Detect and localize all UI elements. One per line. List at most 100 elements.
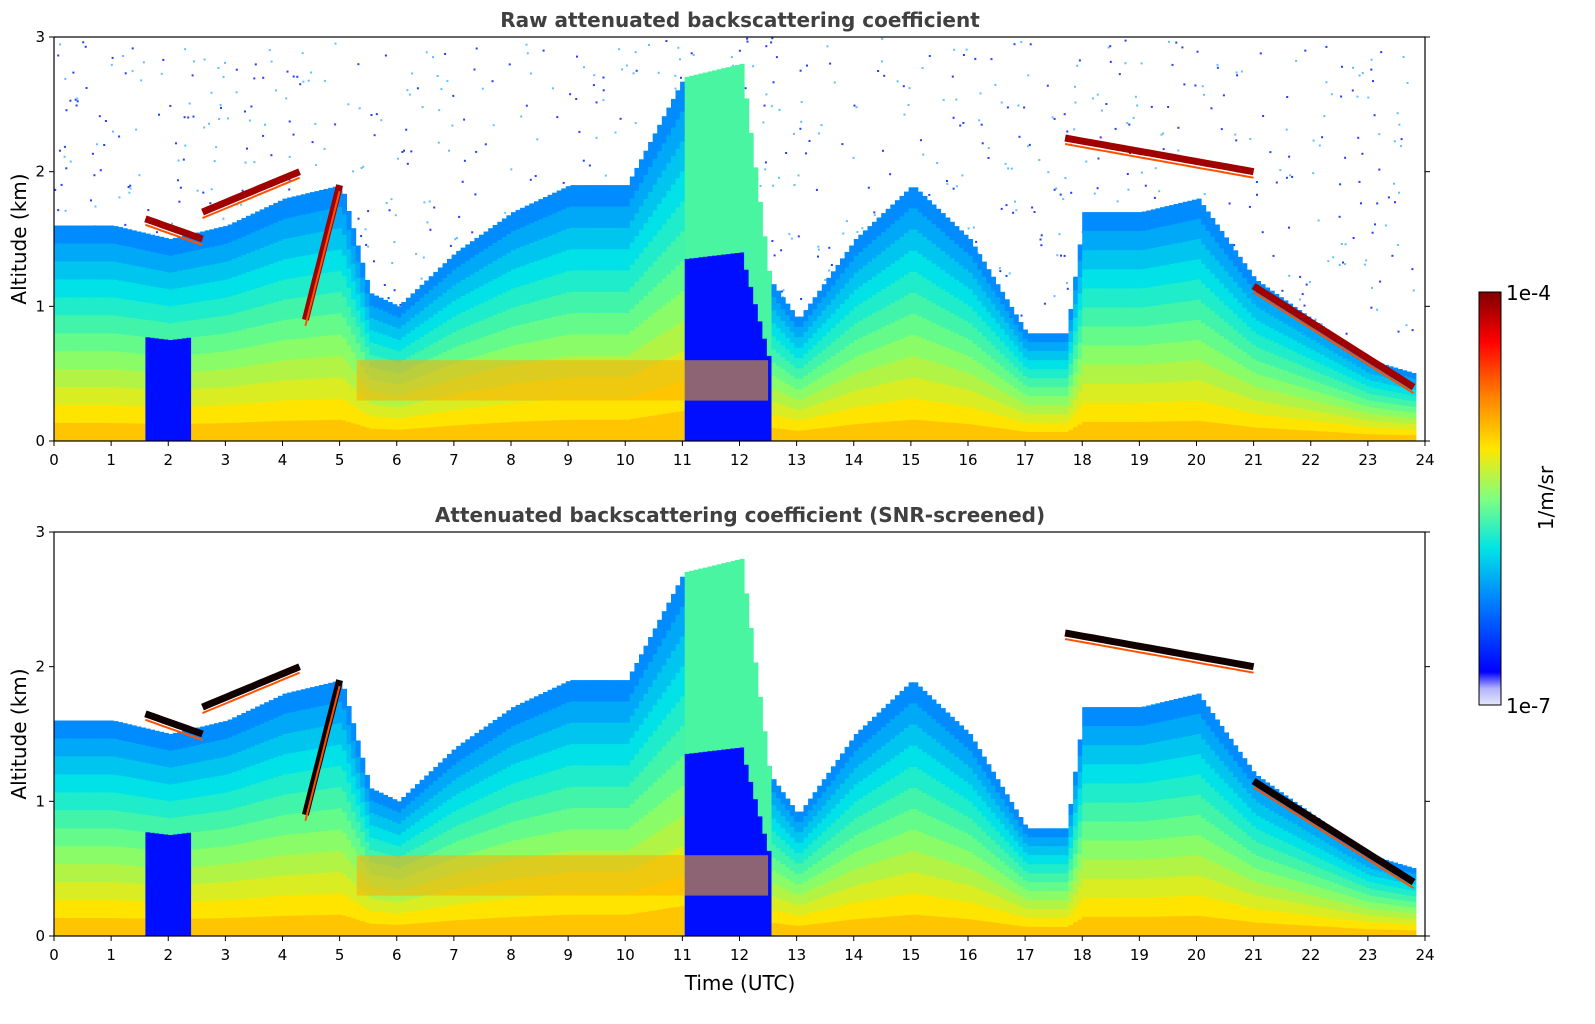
noise-pixel (974, 58, 976, 60)
heatmap-cell (552, 275, 557, 296)
heatmap-cell (822, 297, 827, 311)
noise-pixel (65, 167, 67, 169)
heatmap-cell (1320, 412, 1325, 422)
panel-raw: Raw attenuated backscattering coefficien… (7, 8, 1435, 469)
heatmap-cell (840, 395, 845, 411)
heatmap-cell (113, 829, 118, 847)
heatmap-cell (758, 262, 763, 282)
heatmap-cell (1041, 360, 1046, 370)
heatmap-cell (127, 795, 132, 813)
noise-pixel (1346, 333, 1348, 335)
noise-pixel (1056, 254, 1058, 256)
heatmap-cell (1210, 404, 1215, 423)
heatmap-cell (150, 919, 155, 937)
heatmap-cell (753, 236, 758, 259)
noise-pixel (438, 142, 440, 144)
heatmap-cell (657, 151, 662, 178)
heatmap-cell (296, 236, 301, 257)
noise-pixel (773, 81, 775, 83)
heatmap-cell (177, 356, 182, 374)
heatmap-cell (1009, 318, 1014, 330)
heatmap-cell (123, 388, 128, 406)
heatmap-cell (872, 331, 877, 350)
heatmap-cell (177, 237, 182, 255)
noise-pixel (92, 153, 94, 155)
heatmap-cell (305, 255, 310, 276)
noise-pixel (1279, 169, 1281, 171)
heatmap-cell (1370, 374, 1375, 381)
heatmap-cell (836, 280, 841, 295)
heatmap-cell (877, 404, 882, 423)
noise-pixel (1397, 244, 1399, 246)
heatmap-cell (196, 337, 201, 355)
heatmap-cell (356, 294, 361, 311)
heatmap-cell (388, 429, 393, 441)
heatmap-cell (1174, 263, 1179, 283)
heatmap-cell (155, 236, 160, 254)
heatmap-cell (196, 762, 201, 780)
heatmap-cell (1018, 362, 1023, 372)
noise-pixel (1060, 194, 1062, 196)
noise-pixel (569, 93, 571, 95)
heatmap-cell (109, 226, 114, 245)
heatmap-cell (356, 262, 361, 279)
heatmap-cell (1009, 374, 1014, 386)
heatmap-cell (1279, 333, 1284, 346)
heatmap-cell (1279, 405, 1284, 418)
noise-pixel (156, 231, 158, 233)
noise-pixel (474, 69, 476, 71)
heatmap-cell (196, 250, 201, 268)
noise-pixel (793, 133, 795, 135)
heatmap-cell (196, 832, 201, 850)
noise-pixel (868, 187, 870, 189)
heatmap-cell (1037, 360, 1042, 370)
heatmap-cell (762, 305, 767, 323)
heatmap-cell (644, 175, 649, 200)
panel-screened: Attenuated backscattering coefficient (S… (7, 503, 1435, 995)
heatmap-cell (580, 292, 585, 314)
heatmap-cell (123, 423, 128, 441)
heatmap-cell (676, 178, 681, 208)
heatmap-cell (986, 284, 991, 299)
heatmap-cell (1210, 367, 1215, 386)
heatmap-cell (479, 286, 484, 304)
heatmap-cell (529, 223, 534, 243)
heatmap-cell (68, 792, 73, 811)
heatmap-cell (333, 250, 338, 272)
heatmap-cell (187, 407, 192, 425)
y-tick-label: 1 (35, 297, 45, 315)
heatmap-cell (141, 319, 146, 337)
heatmap-cell (1224, 322, 1229, 340)
noise-pixel (314, 123, 316, 125)
heatmap-cell (776, 328, 781, 341)
heatmap-cell (150, 850, 155, 868)
noise-pixel (535, 175, 537, 177)
heatmap-cell (164, 733, 169, 750)
heatmap-cell (278, 301, 283, 322)
heatmap-cell (1078, 277, 1083, 294)
noise-pixel (1023, 107, 1025, 109)
x-tick-label: 4 (278, 451, 288, 469)
heatmap-cell (516, 210, 521, 230)
heatmap-cell (767, 299, 772, 314)
heatmap-cell (1069, 342, 1074, 354)
heatmap-cell (1046, 387, 1051, 397)
heatmap-cell (406, 322, 411, 334)
heatmap-cell (612, 334, 617, 356)
noise-pixel (1403, 56, 1405, 58)
panel-raw-title: Raw attenuated backscattering coefficien… (500, 8, 980, 32)
noise-pixel (77, 100, 79, 102)
heatmap-cell (433, 413, 438, 428)
heatmap-cell (1087, 269, 1092, 289)
heatmap-cell (657, 204, 662, 231)
heatmap-cell (1247, 298, 1252, 313)
heatmap-cell (168, 886, 173, 903)
heatmap-cell (858, 424, 863, 442)
heatmap-cell (241, 274, 246, 293)
heatmap-cell (1073, 414, 1078, 428)
heatmap-cell (831, 384, 836, 399)
heatmap-cell (881, 308, 886, 328)
heatmap-cell (822, 376, 827, 390)
heatmap-cell (685, 259, 690, 290)
heatmap-cell (1197, 401, 1202, 422)
